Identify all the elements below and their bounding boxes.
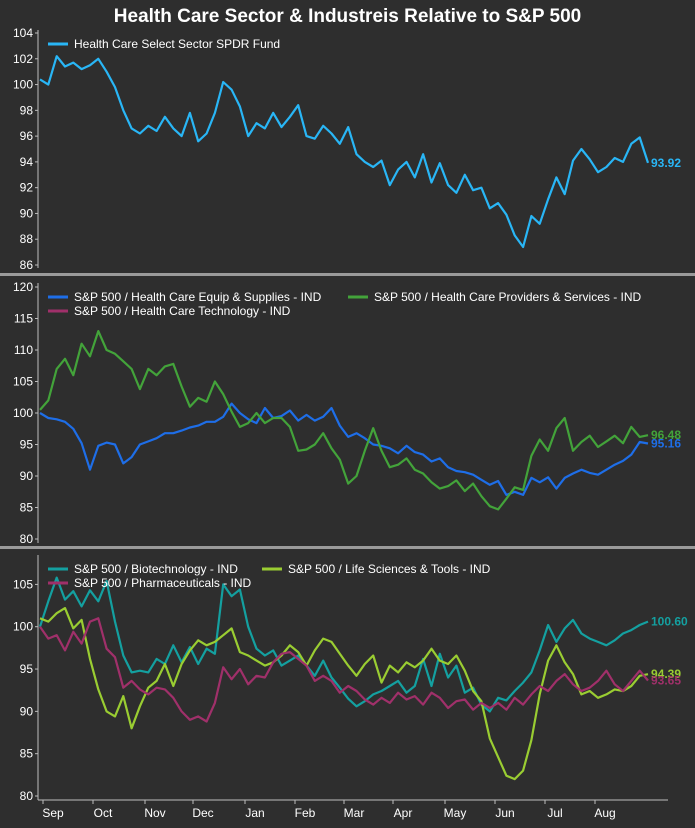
panel-divider-2 [0, 546, 695, 549]
panel-2-end-label-1: 95.16 [651, 436, 681, 450]
panel-2-y-tick-label: 105 [13, 375, 33, 389]
panel-1-legend-label-1: Health Care Select Sector SPDR Fund [74, 37, 280, 51]
panel-1-y-tick-label: 104 [13, 26, 33, 40]
panel-1-series-line-1 [39, 55, 650, 249]
x-tick-label: Dec [192, 806, 213, 820]
panel-3-legend-label-3: S&P 500 / Pharmaceuticals - IND [74, 576, 252, 590]
panel-3-series-line-3 [39, 617, 649, 723]
x-tick-label: Sep [42, 806, 64, 820]
panel-3-end-label-3: 93.65 [651, 673, 681, 687]
panel-2-y-tick-label: 100 [13, 406, 33, 420]
panel-2-y-tick-label: 110 [14, 343, 33, 357]
x-tick-label: Oct [94, 806, 113, 820]
x-tick-label: Apr [394, 806, 413, 820]
x-tick-label: Jan [245, 806, 264, 820]
x-tick-label: Mar [344, 806, 365, 820]
panel-1-y-tick-label: 86 [20, 258, 34, 272]
panel-3-y-tick-label: 105 [13, 577, 33, 591]
panel-2-series-line-2 [39, 330, 649, 511]
panel-3-y-tick-label: 95 [20, 662, 34, 676]
panel-1-y-tick-label: 88 [20, 232, 34, 246]
panel-1-y-tick-label: 96 [20, 129, 34, 143]
chart-title: Health Care Sector & Industreis Relative… [113, 6, 582, 27]
panel-3-end-label-1: 100.60 [651, 615, 688, 629]
x-tick-label: Feb [295, 806, 316, 820]
panel-2-legend-label-1: S&P 500 / Health Care Equip & Supplies -… [74, 290, 322, 304]
panel-2-y-tick-label: 80 [20, 532, 34, 546]
panel-3-legend-label-2: S&P 500 / Life Sciences & Tools - IND [288, 562, 491, 576]
x-tick-label: Jul [547, 806, 562, 820]
panel-2-legend-label-2: S&P 500 / Health Care Providers & Servic… [374, 290, 642, 304]
panel-2-y-tick-label: 95 [20, 438, 34, 452]
panel-2-y-tick-label: 120 [13, 280, 33, 294]
panel-1-y-tick-label: 94 [20, 155, 34, 169]
panel-2-series-line-1 [39, 402, 649, 496]
panel-1-y-tick-label: 100 [13, 78, 33, 92]
panel-3-y-tick-label: 90 [20, 704, 34, 718]
x-tick-label: Jun [495, 806, 514, 820]
x-tick-label: Aug [594, 806, 615, 820]
panel-3-y-tick-label: 85 [20, 747, 34, 761]
panel-2-legend-label-3: S&P 500 / Health Care Technology - IND [74, 304, 291, 318]
panel-3-end-label-2: 94.39 [651, 667, 681, 681]
panel-1-y-tick-label: 98 [20, 103, 34, 117]
panel-1-end-label-1: 93.92 [651, 156, 681, 170]
panel-3-y-tick-label: 100 [13, 620, 33, 634]
panel-2-y-tick-label: 85 [20, 501, 34, 515]
panel-1-y-tick-label: 90 [20, 206, 34, 220]
panel-1-y-tick-label: 92 [20, 181, 34, 195]
panel-3-y-tick-label: 80 [20, 789, 34, 803]
panel-1-y-tick-label: 102 [13, 52, 33, 66]
panel-3-series-line-1 [38, 576, 649, 713]
panel-2-y-tick-label: 115 [14, 312, 33, 326]
panel-3-series-line-2 [39, 606, 649, 781]
panel-divider-1 [0, 273, 695, 276]
panel-3-legend-label-1: S&P 500 / Biotechnology - IND [74, 562, 238, 576]
x-tick-label: Nov [144, 806, 165, 820]
panel-2-y-tick-label: 90 [20, 469, 34, 483]
x-tick-label: May [444, 806, 467, 820]
panel-2-end-label-2: 96.48 [651, 428, 681, 442]
